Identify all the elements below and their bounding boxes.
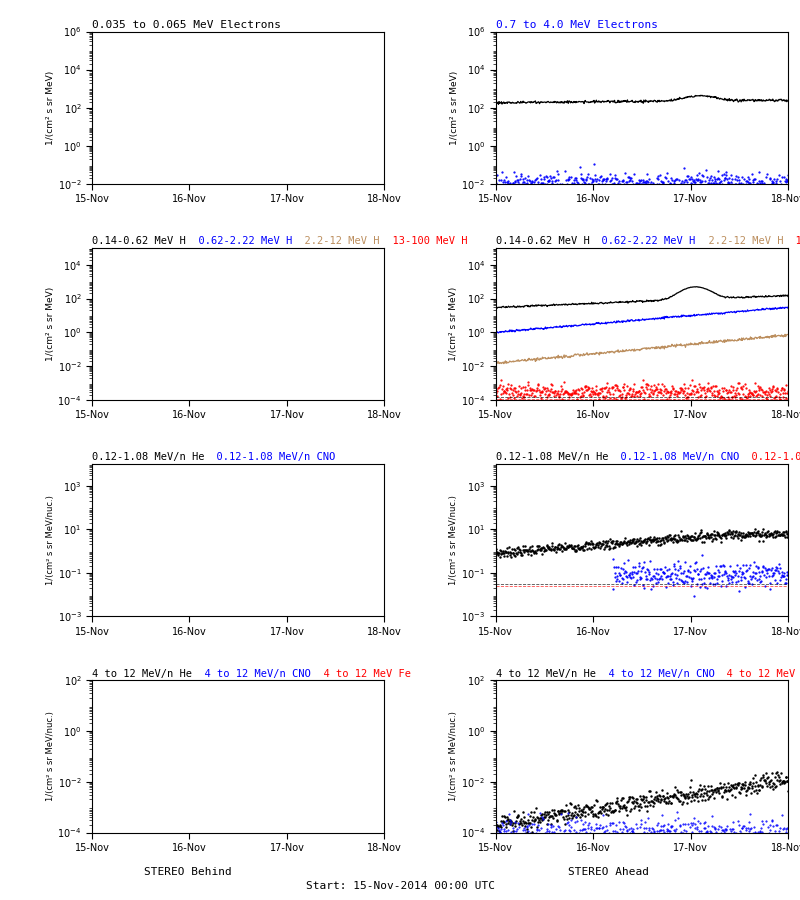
Text: 4 to 12 MeV Fe: 4 to 12 MeV Fe (714, 669, 800, 679)
Y-axis label: 1/(cm² s sr MeV/nuc.): 1/(cm² s sr MeV/nuc.) (46, 495, 55, 585)
Text: 2.2-12 MeV H: 2.2-12 MeV H (292, 236, 379, 247)
Y-axis label: 1/(cm² s sr MeV): 1/(cm² s sr MeV) (450, 70, 458, 145)
Text: 4 to 12 MeV/n He: 4 to 12 MeV/n He (495, 669, 595, 679)
Text: 13-100 MeV H: 13-100 MeV H (379, 236, 467, 247)
Text: 0.12-1.08 MeV/n CNO: 0.12-1.08 MeV/n CNO (205, 453, 336, 463)
Y-axis label: 1/(cm² s sr MeV/nuc.): 1/(cm² s sr MeV/nuc.) (46, 711, 54, 801)
Y-axis label: 1/(cm² s sr MeV): 1/(cm² s sr MeV) (46, 70, 55, 145)
Text: 0.12-1.08 MeV/n He: 0.12-1.08 MeV/n He (92, 453, 205, 463)
Y-axis label: 1/(cm² s sr MeV/nuc.): 1/(cm² s sr MeV/nuc.) (449, 711, 458, 801)
Text: 0.035 to 0.065 MeV Electrons: 0.035 to 0.065 MeV Electrons (92, 20, 281, 30)
Text: 0.7 to 4.0 MeV Electrons: 0.7 to 4.0 MeV Electrons (495, 20, 658, 30)
Y-axis label: 1/(cm² s sr MeV): 1/(cm² s sr MeV) (449, 287, 458, 361)
Text: 13-100 MeV H: 13-100 MeV H (783, 236, 800, 247)
Text: 0.14-0.62 MeV H: 0.14-0.62 MeV H (92, 236, 186, 247)
Text: STEREO Ahead: STEREO Ahead (567, 867, 649, 877)
Text: 2.2-12 MeV H: 2.2-12 MeV H (695, 236, 783, 247)
Text: 0.14-0.62 MeV H: 0.14-0.62 MeV H (495, 236, 590, 247)
Text: 0.12-1.08 MeV Fe: 0.12-1.08 MeV Fe (739, 453, 800, 463)
Text: 4 to 12 MeV/n CNO: 4 to 12 MeV/n CNO (595, 669, 714, 679)
Y-axis label: 1/(cm² s sr MeV/nuc.): 1/(cm² s sr MeV/nuc.) (450, 495, 458, 585)
Text: STEREO Behind: STEREO Behind (144, 867, 232, 877)
Text: 0.62-2.22 MeV H: 0.62-2.22 MeV H (186, 236, 292, 247)
Text: Start: 15-Nov-2014 00:00 UTC: Start: 15-Nov-2014 00:00 UTC (306, 881, 494, 891)
Text: 0.12-1.08 MeV/n He: 0.12-1.08 MeV/n He (495, 453, 608, 463)
Text: 4 to 12 MeV Fe: 4 to 12 MeV Fe (310, 669, 410, 679)
Text: 0.12-1.08 MeV/n CNO: 0.12-1.08 MeV/n CNO (608, 453, 739, 463)
Text: 4 to 12 MeV/n He: 4 to 12 MeV/n He (92, 669, 192, 679)
Y-axis label: 1/(cm² s sr MeV): 1/(cm² s sr MeV) (46, 287, 54, 361)
Text: 4 to 12 MeV/n CNO: 4 to 12 MeV/n CNO (192, 669, 310, 679)
Text: 0.62-2.22 MeV H: 0.62-2.22 MeV H (590, 236, 695, 247)
